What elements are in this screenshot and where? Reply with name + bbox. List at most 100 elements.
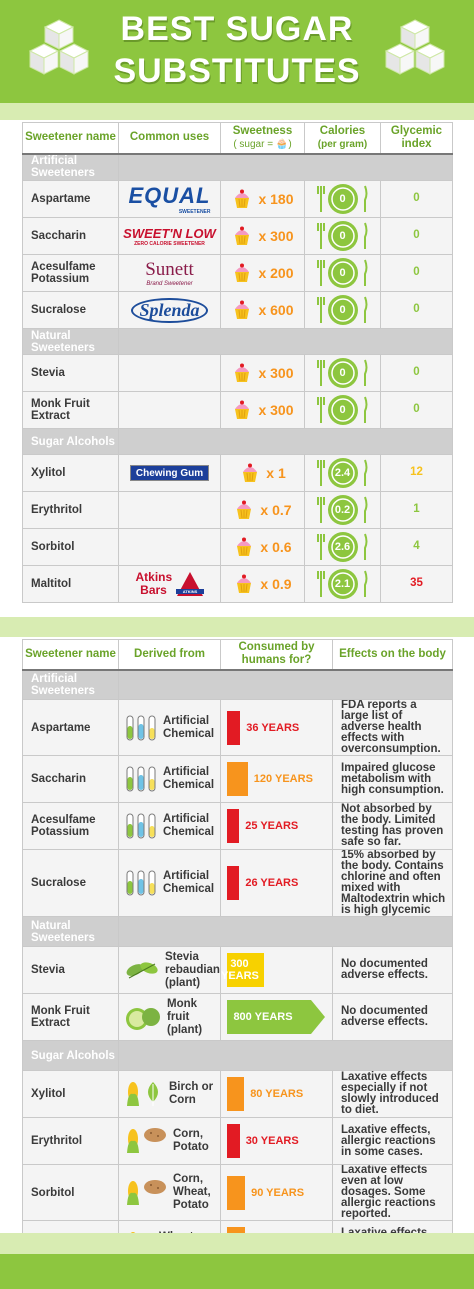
table-body: Artificial Sweeteners Aspartame EQUAL SWEET… bbox=[22, 153, 453, 603]
plate-icon bbox=[316, 569, 367, 599]
health-effects: No documented adverse effects. bbox=[332, 993, 453, 1041]
plate-icon bbox=[316, 495, 367, 525]
col-header-name: Sweetener name bbox=[22, 639, 119, 671]
common-uses: Atkins Bars ATKINS bbox=[118, 565, 221, 603]
calories-value: 2.1 bbox=[334, 578, 351, 590]
years-bar bbox=[227, 710, 241, 745]
table-row: Maltitol Atkins Bars ATKINS x 0.9 2.1 35 bbox=[22, 565, 453, 603]
derived-from: Artificial Chemical bbox=[118, 802, 221, 850]
calories: 0 bbox=[304, 217, 381, 255]
years-bar bbox=[227, 1077, 245, 1111]
table-row: Acesulfame Potassium Artificial Chemical 2… bbox=[22, 802, 453, 850]
sweetness: x 300 bbox=[220, 354, 305, 392]
monk-fruit-icon bbox=[126, 1008, 160, 1030]
corn-icon bbox=[127, 1082, 139, 1106]
atkins-a-icon: ATKINS bbox=[175, 572, 204, 596]
sweetener-name: Monk Fruit Extract bbox=[22, 391, 119, 429]
derived-from-label: Monk fruit (plant) bbox=[167, 997, 203, 1036]
calories-value: 2.4 bbox=[334, 467, 351, 479]
table-body: Artificial Sweeteners Aspartame Artificial… bbox=[22, 669, 453, 1268]
health-effects: Laxative effects, allergic reactions in … bbox=[332, 1117, 453, 1165]
years-bar bbox=[227, 953, 264, 987]
derived-from: Monk fruit (plant) bbox=[118, 993, 221, 1041]
consumed-years: 36 YEARS bbox=[220, 699, 333, 756]
health-effects: Laxative effects especially if not slowl… bbox=[332, 1070, 453, 1118]
sweetener-name: Saccharin bbox=[22, 755, 119, 803]
splenda-logo: Splenda bbox=[120, 297, 220, 323]
sweetness-value: x 1 bbox=[266, 465, 286, 481]
sweetness-value: x 300 bbox=[258, 228, 294, 244]
section-row: Artificial Sweeteners bbox=[22, 669, 453, 700]
plate-icon bbox=[316, 395, 367, 425]
years-label: 800 YEARS bbox=[233, 1011, 293, 1023]
glycemic-index: 0 bbox=[380, 291, 453, 329]
cupcake-icon bbox=[235, 226, 250, 245]
derived-from-label: Stevia rebaudiana (plant) bbox=[165, 950, 221, 989]
years-label: 25 YEARS bbox=[245, 820, 299, 832]
table-row: Sorbitol Corn, Wheat, Potato 90 YEARS Laxat… bbox=[22, 1164, 453, 1221]
calories: 0 bbox=[304, 180, 381, 218]
title-banner: BEST SUGAR SUBSTITUTES bbox=[0, 0, 474, 103]
footer-band bbox=[0, 1254, 474, 1289]
years-label: 90 YEARS bbox=[251, 1186, 305, 1199]
sweetness: x 300 bbox=[220, 217, 305, 255]
glycemic-index: 4 bbox=[380, 528, 453, 566]
col-header-calories: Calories (per gram) bbox=[304, 122, 381, 155]
health-effects: Not absorbed by the body. Limited testin… bbox=[332, 802, 453, 850]
plate-icon bbox=[316, 458, 367, 488]
section-row: Sugar Alcohols bbox=[22, 1040, 453, 1071]
sweetener-name: Sorbitol bbox=[22, 528, 119, 566]
sweetener-name: Sorbitol bbox=[22, 1164, 119, 1221]
table-row: Stevia x 300 0 0 bbox=[22, 354, 453, 392]
calories: 2.1 bbox=[304, 565, 381, 603]
calories-value: 0 bbox=[339, 230, 346, 242]
sweetener-name: Stevia bbox=[22, 946, 119, 994]
health-effects: 15% absorbed by the body. Contains chlor… bbox=[332, 849, 453, 917]
common-uses: Sunett Brand Sweetener bbox=[118, 254, 221, 292]
col-header-effects: Effects on the body bbox=[332, 639, 453, 671]
common-uses: SWEET'N LOW ZERO CALORIE SWEETENER bbox=[118, 217, 221, 255]
consumed-years: 30 YEARS bbox=[220, 1117, 333, 1165]
divider-band bbox=[0, 1233, 474, 1254]
consumed-years: 300 YEARS bbox=[220, 946, 333, 994]
health-effects: Impaired glucose metabolism with high co… bbox=[332, 755, 453, 803]
test-tubes-icon bbox=[126, 766, 156, 792]
derived-from-label: Artificial Chemical bbox=[163, 714, 215, 740]
sweetener-name: Saccharin bbox=[22, 217, 119, 255]
cupcake-icon bbox=[235, 363, 250, 382]
years-bar bbox=[227, 762, 248, 796]
cupcake-icon: 🧁 bbox=[275, 138, 289, 150]
common-uses bbox=[118, 354, 221, 392]
equal-logo: EQUAL SWEETENER bbox=[128, 183, 211, 215]
cupcake-icon bbox=[235, 300, 250, 319]
common-uses bbox=[118, 391, 221, 429]
calories: 0 bbox=[304, 291, 381, 329]
corn-icon bbox=[127, 1129, 139, 1153]
table-row: Erythritol Corn, Potato 30 YEARS Laxative e… bbox=[22, 1117, 453, 1165]
table-row: Saccharin SWEET'N LOW ZERO CALORIE SWEETEN… bbox=[22, 217, 453, 255]
derived-from: Stevia rebaudiana (plant) bbox=[118, 946, 221, 994]
glycemic-index: 0 bbox=[380, 217, 453, 255]
divider-band bbox=[0, 103, 474, 120]
calories-value: 0 bbox=[339, 404, 346, 416]
sweetness: x 0.7 bbox=[220, 491, 305, 529]
derived-from: Artificial Chemical bbox=[118, 849, 221, 917]
glycemic-index: 0 bbox=[380, 354, 453, 392]
sweetener-name: Sucralose bbox=[22, 849, 119, 917]
derived-from-label: Artificial Chemical bbox=[163, 813, 215, 838]
test-tubes-icon bbox=[126, 813, 156, 839]
table-row: Xylitol Birch or Corn 80 YEARS Laxative eff… bbox=[22, 1070, 453, 1118]
sweetness: x 200 bbox=[220, 254, 305, 292]
sweetener-name: Sucralose bbox=[22, 291, 119, 329]
sweetener-name: Acesulfame Potassium bbox=[22, 254, 119, 292]
title-line-2: SUBSTITUTES bbox=[113, 52, 361, 90]
section-row: Natural Sweeteners bbox=[22, 328, 453, 355]
sweetness: x 0.6 bbox=[220, 528, 305, 566]
common-uses bbox=[118, 491, 221, 529]
plate-icon bbox=[316, 258, 367, 288]
years-bar bbox=[227, 1000, 325, 1034]
sweetness: x 1 bbox=[220, 454, 305, 492]
sweetness: x 0.9 bbox=[220, 565, 305, 603]
sweetener-name: Xylitol bbox=[22, 454, 119, 492]
